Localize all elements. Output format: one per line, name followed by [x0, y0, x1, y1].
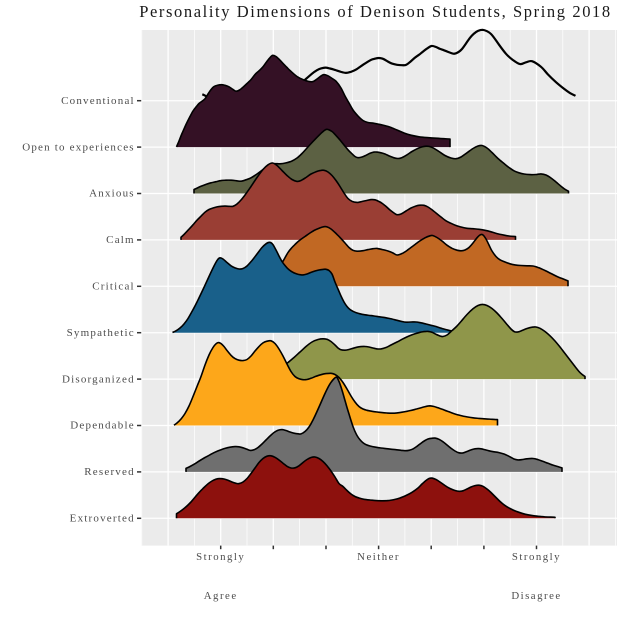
svg-text:Agree: Agree	[204, 590, 238, 602]
svg-text:Sympathetic: Sympathetic	[67, 327, 135, 339]
svg-text:Dependable: Dependable	[70, 420, 135, 432]
svg-text:Extroverted: Extroverted	[70, 513, 135, 525]
svg-text:Strongly: Strongly	[196, 551, 245, 563]
svg-text:Anxious: Anxious	[89, 188, 135, 200]
svg-text:Open to experiences: Open to experiences	[22, 141, 135, 153]
svg-text:Disagree: Disagree	[511, 590, 561, 602]
svg-text:Neither: Neither	[357, 551, 400, 563]
svg-text:Calm: Calm	[106, 234, 135, 246]
svg-text:Reserved: Reserved	[84, 466, 135, 478]
svg-text:Critical: Critical	[92, 281, 135, 293]
svg-text:Strongly: Strongly	[512, 551, 561, 563]
svg-text:Disorganized: Disorganized	[62, 373, 135, 385]
svg-text:Personality Dimensions of Deni: Personality Dimensions of Denison Studen…	[139, 2, 612, 21]
svg-text:Conventional: Conventional	[61, 95, 135, 107]
